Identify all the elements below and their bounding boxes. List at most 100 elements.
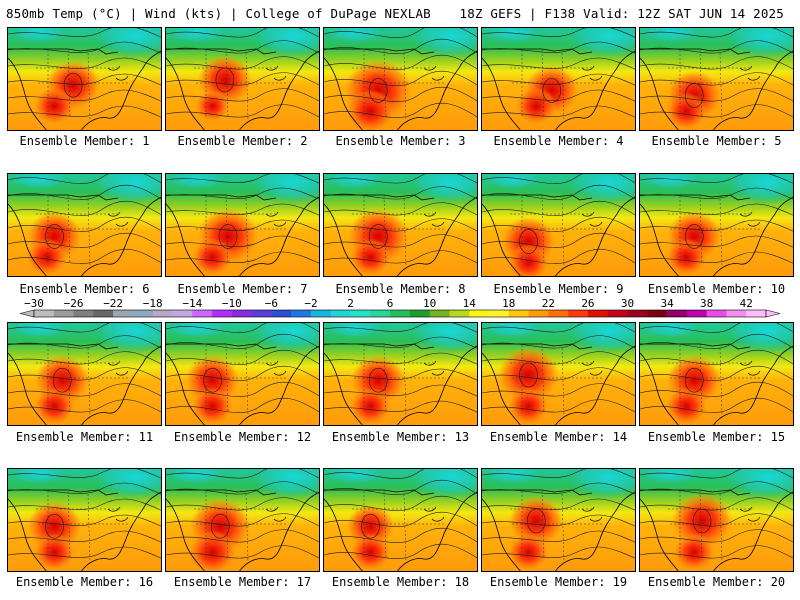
great-lakes bbox=[107, 360, 129, 376]
state-border bbox=[541, 344, 545, 414]
west-coastline bbox=[640, 203, 679, 276]
colorbar-swatch bbox=[212, 310, 233, 317]
contour-line bbox=[8, 201, 161, 216]
contour-line bbox=[324, 496, 477, 511]
cold-region bbox=[324, 469, 390, 486]
contour-line bbox=[8, 249, 161, 264]
east-coastline bbox=[555, 491, 635, 571]
state-border bbox=[403, 493, 407, 562]
colorbar-swatch bbox=[548, 310, 569, 317]
border-line bbox=[640, 343, 751, 350]
state-border bbox=[403, 198, 407, 267]
contour-line bbox=[640, 334, 793, 349]
cold-region bbox=[562, 469, 635, 501]
great-lakes bbox=[265, 65, 287, 81]
east-coastline bbox=[713, 50, 793, 130]
contour-line bbox=[482, 57, 635, 70]
great-lakes bbox=[581, 211, 603, 227]
contour-closed bbox=[684, 83, 704, 108]
cold-region bbox=[404, 469, 477, 501]
great-lakes bbox=[423, 211, 445, 227]
contour-line bbox=[8, 351, 161, 365]
colorbar-swatch bbox=[429, 310, 450, 317]
ensemble-member-map bbox=[639, 322, 794, 426]
state-border bbox=[699, 490, 703, 560]
east-coastline bbox=[239, 50, 319, 130]
contour-line bbox=[8, 383, 161, 397]
state-border bbox=[67, 49, 71, 119]
west-coastline bbox=[482, 57, 521, 130]
colorbar-swatch bbox=[271, 310, 292, 317]
contour-line bbox=[166, 481, 319, 495]
contour-line bbox=[8, 367, 161, 381]
contour-line bbox=[166, 235, 319, 248]
ensemble-member-map bbox=[481, 173, 636, 277]
state-border bbox=[561, 52, 565, 121]
contour-line bbox=[640, 28, 793, 38]
contour-line bbox=[324, 71, 477, 86]
contour-line bbox=[8, 185, 161, 200]
contour-line bbox=[166, 334, 319, 349]
contour-line bbox=[482, 514, 635, 527]
contour-line bbox=[166, 56, 319, 70]
colorbar-swatch bbox=[291, 310, 312, 317]
ensemble-member-map bbox=[481, 322, 636, 426]
contour-line bbox=[166, 350, 319, 365]
colorbar-tick-label: 6 bbox=[387, 298, 394, 310]
heat-core bbox=[192, 387, 233, 425]
great-lakes bbox=[107, 211, 129, 227]
contour-line bbox=[166, 203, 319, 216]
colorbar-swatch bbox=[172, 310, 193, 317]
contour-line bbox=[324, 250, 477, 264]
heat-core bbox=[508, 387, 549, 425]
member-label: Ensemble Member: 16 bbox=[15, 575, 154, 589]
cold-region bbox=[562, 28, 635, 60]
east-coastline bbox=[81, 491, 161, 571]
border-line bbox=[324, 343, 435, 350]
contour-line bbox=[640, 481, 793, 495]
state-border bbox=[403, 347, 407, 416]
heat-core bbox=[34, 533, 75, 571]
state-border bbox=[541, 490, 545, 560]
colorbar-swatch bbox=[489, 310, 510, 317]
contour-line bbox=[166, 104, 319, 118]
state-border bbox=[87, 493, 91, 562]
colorbar-swatch bbox=[686, 310, 707, 317]
great-lakes bbox=[265, 506, 287, 522]
great-lakes bbox=[739, 360, 761, 376]
great-lakes bbox=[739, 506, 761, 522]
contour-line bbox=[482, 498, 635, 511]
contour-line bbox=[482, 335, 635, 349]
ensemble-member-map bbox=[323, 27, 478, 131]
west-coastline bbox=[166, 57, 205, 130]
contour-closed bbox=[63, 72, 83, 98]
cold-region bbox=[246, 174, 319, 206]
heat-core bbox=[666, 92, 707, 130]
ensemble-member-map bbox=[481, 468, 636, 572]
heat-core bbox=[34, 387, 75, 425]
contour-line bbox=[8, 89, 161, 102]
cold-region bbox=[246, 469, 319, 501]
contour-line bbox=[324, 218, 477, 232]
contour-line bbox=[324, 28, 477, 38]
contour-closed bbox=[361, 513, 380, 539]
contour-line bbox=[640, 72, 793, 86]
contour-line bbox=[640, 366, 793, 381]
colorbar-tick-label: 38 bbox=[700, 298, 713, 310]
heat-core bbox=[666, 387, 707, 425]
contour-line bbox=[324, 202, 477, 216]
contour-line bbox=[482, 174, 635, 184]
colorbar-tick-label: −14 bbox=[182, 298, 202, 310]
contour-line bbox=[482, 323, 635, 333]
east-coastline bbox=[713, 491, 793, 571]
contour-line bbox=[324, 39, 477, 54]
state-border bbox=[561, 198, 565, 267]
west-coastline bbox=[324, 352, 363, 425]
east-coastline bbox=[239, 491, 319, 571]
colorbar-tick-label: 42 bbox=[740, 298, 753, 310]
contour-line bbox=[640, 174, 793, 184]
cold-region bbox=[8, 174, 74, 191]
heat-core bbox=[192, 238, 233, 276]
heat-core bbox=[34, 87, 75, 125]
colorbar-swatch bbox=[409, 310, 430, 317]
